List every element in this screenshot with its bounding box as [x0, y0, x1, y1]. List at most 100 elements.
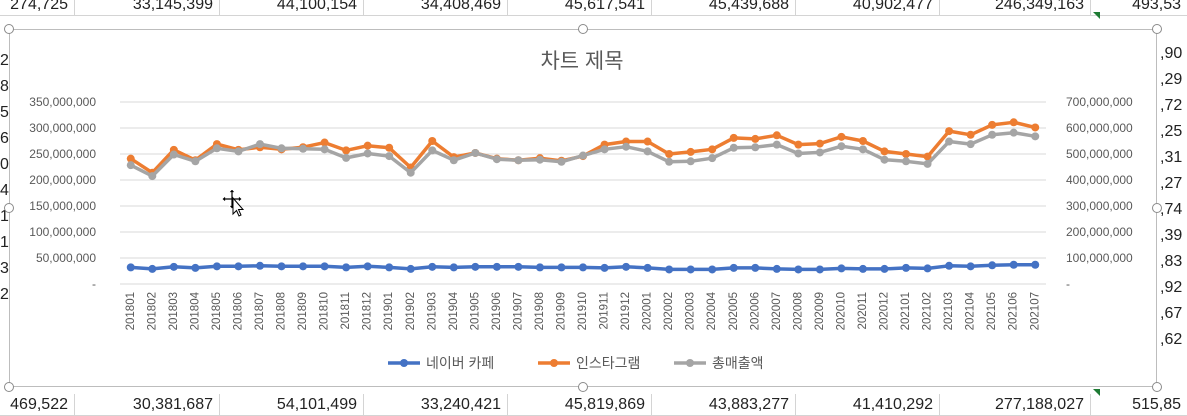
data-point[interactable] [923, 264, 932, 273]
spreadsheet-cell[interactable]: 45,617,541 [508, 0, 652, 16]
data-point[interactable] [815, 139, 824, 148]
data-point[interactable] [342, 146, 351, 155]
data-point[interactable] [363, 141, 372, 150]
data-point[interactable] [342, 153, 351, 162]
data-point[interactable] [815, 265, 824, 274]
data-point[interactable] [902, 157, 911, 166]
data-point[interactable] [923, 159, 932, 168]
data-point[interactable] [363, 262, 372, 271]
data-point[interactable] [837, 132, 846, 141]
data-point[interactable] [557, 157, 566, 166]
data-point[interactable] [772, 140, 781, 149]
data-point[interactable] [169, 150, 178, 159]
data-point[interactable] [428, 137, 437, 145]
data-point[interactable] [858, 264, 867, 273]
data-point[interactable] [406, 168, 415, 177]
data-point[interactable] [277, 144, 286, 153]
data-point[interactable] [988, 261, 997, 270]
spreadsheet-cell[interactable]: 54,101,499 [220, 394, 364, 416]
data-point[interactable] [255, 261, 264, 270]
resize-handle-top-left[interactable] [4, 24, 14, 34]
data-point[interactable] [277, 262, 286, 271]
data-point[interactable] [751, 134, 760, 143]
data-point[interactable] [535, 155, 544, 164]
data-point[interactable] [449, 263, 458, 272]
resize-handle-bottom-left[interactable] [4, 382, 14, 392]
data-point[interactable] [169, 262, 178, 271]
data-point[interactable] [665, 157, 674, 166]
data-point[interactable] [1009, 128, 1018, 137]
data-point[interactable] [837, 264, 846, 273]
data-point[interactable] [1009, 118, 1018, 127]
data-point[interactable] [643, 263, 652, 272]
data-point[interactable] [1031, 260, 1040, 269]
data-point[interactable] [320, 145, 329, 154]
data-point[interactable] [772, 131, 781, 140]
data-point[interactable] [686, 147, 695, 156]
data-point[interactable] [148, 172, 157, 181]
data-point[interactable] [729, 263, 738, 272]
data-point[interactable] [988, 120, 997, 129]
data-point[interactable] [751, 143, 760, 152]
series-1[interactable] [126, 118, 1040, 177]
data-point[interactable] [858, 145, 867, 154]
series-line[interactable] [129, 120, 1036, 175]
data-point[interactable] [880, 155, 889, 164]
right-axis[interactable]: - 100,000,000 200,000,000 300,000,000 400,00… [1066, 95, 1133, 291]
data-point[interactable] [1031, 123, 1040, 132]
data-point[interactable] [191, 157, 200, 166]
chart-legend[interactable]: 네이버 카페 인스타그램 총매출액 [388, 355, 764, 371]
resize-handle-middle-left[interactable] [4, 203, 14, 213]
data-point[interactable] [837, 142, 846, 151]
spreadsheet-cell[interactable]: 30,381,687 [75, 394, 220, 416]
data-point[interactable] [492, 262, 501, 271]
data-point[interactable] [622, 262, 631, 271]
data-point[interactable] [600, 263, 609, 272]
spreadsheet-cell[interactable]: 45,439,688 [652, 0, 796, 16]
spreadsheet-cell[interactable]: 43,883,277 [652, 394, 796, 416]
data-point[interactable] [212, 144, 221, 153]
data-point[interactable] [148, 264, 157, 273]
data-point[interactable] [880, 147, 889, 156]
data-point[interactable] [880, 264, 889, 273]
data-point[interactable] [471, 262, 480, 271]
chart-container[interactable]: 차트 제목 - 50,000,000 100,000,000 150,000,000 2… [9, 29, 1157, 387]
data-point[interactable] [363, 149, 372, 158]
resize-handle-top-right[interactable] [1152, 24, 1162, 34]
spreadsheet-cell[interactable]: 34,408,469 [364, 0, 508, 16]
spreadsheet-cell[interactable]: 274,725 [0, 0, 75, 16]
data-point[interactable] [708, 145, 717, 154]
data-point[interactable] [902, 263, 911, 272]
data-point[interactable] [299, 262, 308, 271]
data-point[interactable] [255, 140, 264, 149]
data-point[interactable] [428, 146, 437, 155]
data-point[interactable] [449, 156, 458, 165]
data-point[interactable] [320, 138, 329, 147]
data-point[interactable] [988, 130, 997, 139]
data-point[interactable] [815, 148, 824, 157]
spreadsheet-cell[interactable]: 33,240,421 [364, 394, 508, 416]
data-point[interactable] [600, 145, 609, 154]
data-point[interactable] [665, 150, 674, 158]
data-point[interactable] [406, 264, 415, 273]
data-point[interactable] [794, 149, 803, 158]
chart-title[interactable]: 차트 제목 [540, 50, 623, 73]
data-point[interactable] [212, 262, 221, 271]
data-point[interactable] [686, 265, 695, 274]
data-point[interactable] [966, 262, 975, 271]
data-point[interactable] [643, 147, 652, 156]
data-point[interactable] [945, 261, 954, 270]
data-point[interactable] [471, 148, 480, 157]
spreadsheet-cell[interactable]: 33,145,399 [75, 0, 220, 16]
data-point[interactable] [966, 140, 975, 149]
line-chart[interactable]: 차트 제목 - 50,000,000 100,000,000 150,000,000 2… [10, 30, 1156, 386]
spreadsheet-cell[interactable]: 277,188,027 [940, 394, 1091, 416]
data-point[interactable] [708, 154, 717, 163]
data-point[interactable] [514, 156, 523, 165]
data-point[interactable] [794, 265, 803, 274]
data-point[interactable] [234, 262, 243, 271]
data-point[interactable] [794, 140, 803, 149]
spreadsheet-cell[interactable]: 44,100,154 [220, 0, 364, 16]
data-point[interactable] [622, 142, 631, 151]
spreadsheet-cell[interactable]: 40,902,477 [796, 0, 940, 16]
